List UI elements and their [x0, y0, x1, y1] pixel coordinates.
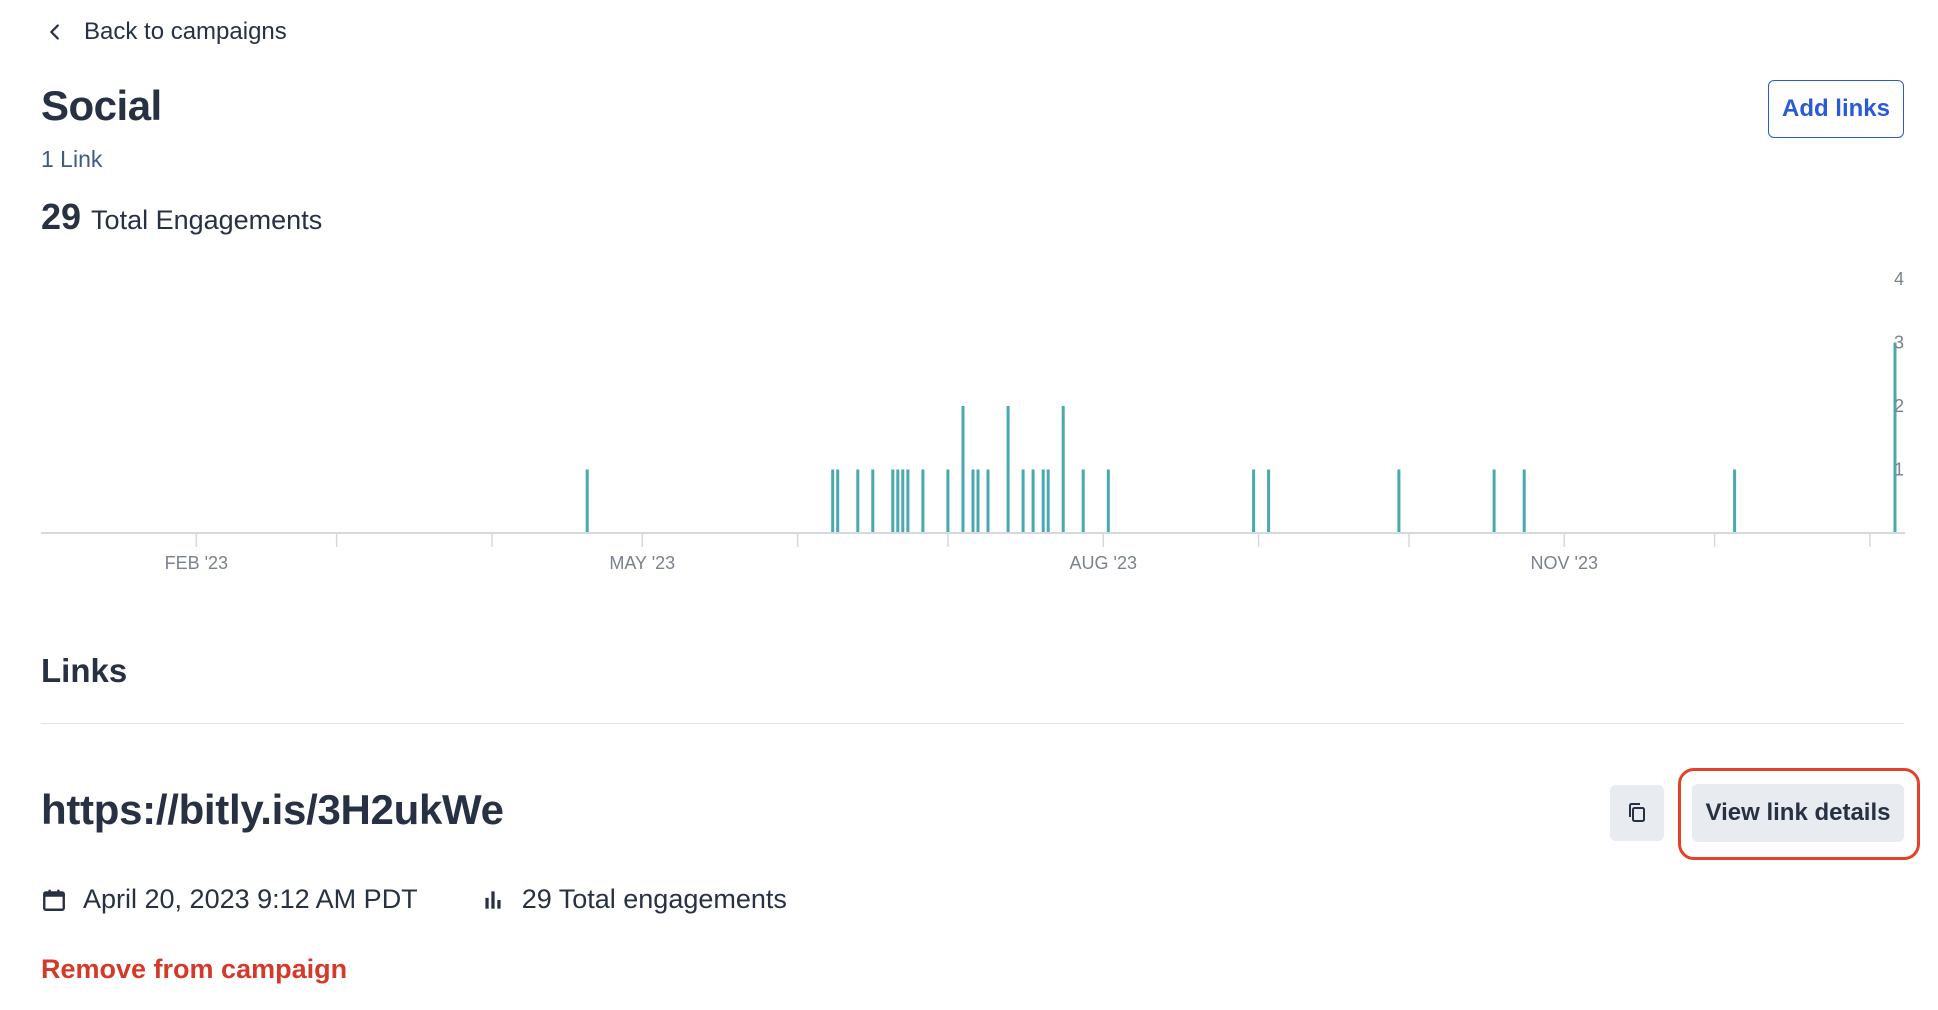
chart-bar	[1893, 342, 1897, 533]
copy-link-button[interactable]	[1610, 785, 1664, 841]
link-date-text: April 20, 2023 9:12 AM PDT	[83, 884, 418, 914]
chart-y-ticks: 1 2 3 4	[1894, 270, 1904, 480]
chart-bar	[1061, 406, 1065, 533]
chart-bar	[946, 469, 950, 533]
chart-bar	[1041, 469, 1045, 533]
view-link-details-button[interactable]: View link details	[1692, 784, 1904, 842]
chart-bar	[1267, 469, 1271, 533]
links-divider	[41, 723, 1904, 724]
x-tick-label: MAY '23	[609, 553, 675, 573]
add-links-button[interactable]: Add links	[1768, 80, 1904, 138]
links-heading: Links	[41, 652, 128, 689]
total-engagements: 29 Total Engagements	[41, 196, 322, 238]
chart-bar	[1492, 469, 1496, 533]
y-tick-label: 1	[1894, 460, 1904, 480]
chart-bar	[1106, 469, 1110, 533]
link-engagements-text: 29 Total engagements	[521, 884, 787, 914]
link-engagements: 29 Total engagements	[480, 884, 787, 915]
remove-from-campaign-link[interactable]: Remove from campaign	[41, 954, 348, 984]
y-tick-label: 2	[1894, 396, 1904, 416]
link-count: 1 Link	[41, 146, 103, 172]
chart-bar	[1081, 469, 1085, 533]
chart-bar	[1021, 469, 1025, 533]
chevron-left-icon	[50, 24, 59, 40]
chart-bar	[986, 469, 990, 533]
chart-bar	[1522, 469, 1526, 533]
chart-bar	[1006, 406, 1010, 533]
back-to-campaigns-link[interactable]: Back to campaigns	[44, 18, 287, 46]
bar-chart-icon	[485, 890, 501, 909]
chart-bar	[1733, 469, 1737, 533]
chart-bar	[836, 469, 840, 533]
chart-bar	[856, 469, 860, 533]
x-tick-label: FEB '23	[165, 553, 228, 573]
chart-bar	[976, 469, 980, 533]
calendar-icon	[43, 889, 65, 911]
short-link-url: https://bitly.is/3H2ukWe	[41, 786, 504, 833]
chart-bar	[896, 469, 900, 533]
chart-bar	[1252, 469, 1256, 533]
chart-bar	[906, 469, 910, 533]
engagements-chart: FEB '23 MAY '23 AUG '23 NOV '23 1 2 3 4	[41, 270, 1905, 573]
copy-icon	[1629, 803, 1645, 822]
campaign-title: Social	[41, 82, 162, 129]
chart-bar	[971, 469, 975, 533]
y-tick-label: 3	[1894, 333, 1904, 353]
chart-bar	[961, 406, 965, 533]
chart-bar	[901, 469, 905, 533]
x-tick-label: AUG '23	[1070, 553, 1137, 573]
chart-x-ticks: FEB '23 MAY '23 AUG '23 NOV '23	[165, 533, 1871, 573]
y-tick-label: 4	[1894, 270, 1904, 289]
chart-bar	[831, 469, 835, 533]
chart-bar	[1031, 469, 1035, 533]
chart-bar	[921, 469, 925, 533]
link-created-date: April 20, 2023 9:12 AM PDT	[41, 884, 418, 915]
chart-bar	[585, 469, 589, 533]
back-link-label: Back to campaigns	[84, 18, 287, 45]
total-engagements-label: Total Engagements	[91, 205, 323, 235]
chart-bar	[1046, 469, 1050, 533]
chart-bar	[871, 469, 875, 533]
link-meta: April 20, 2023 9:12 AM PDT 29 Total enga…	[41, 884, 787, 915]
chart-bar	[1397, 469, 1401, 533]
x-tick-label: NOV '23	[1531, 553, 1598, 573]
chart-bars	[585, 342, 1897, 533]
total-engagements-number: 29	[41, 196, 82, 237]
chart-bar	[891, 469, 895, 533]
